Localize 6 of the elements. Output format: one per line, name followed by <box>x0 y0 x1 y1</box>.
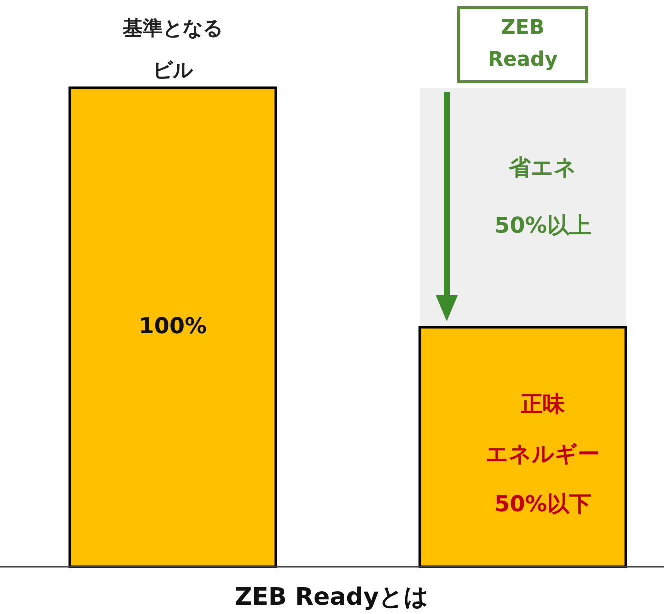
data-label: 100% <box>139 314 207 340</box>
annotation: 正味エネルギー50%以下 <box>486 392 600 518</box>
x-tick-label: 基準となるビル <box>122 16 223 82</box>
text: ZEB Readyとは <box>234 582 430 611</box>
text: 省エネ50%以上 <box>494 156 592 239</box>
x-tick-label: ZEB Ready <box>488 15 558 72</box>
